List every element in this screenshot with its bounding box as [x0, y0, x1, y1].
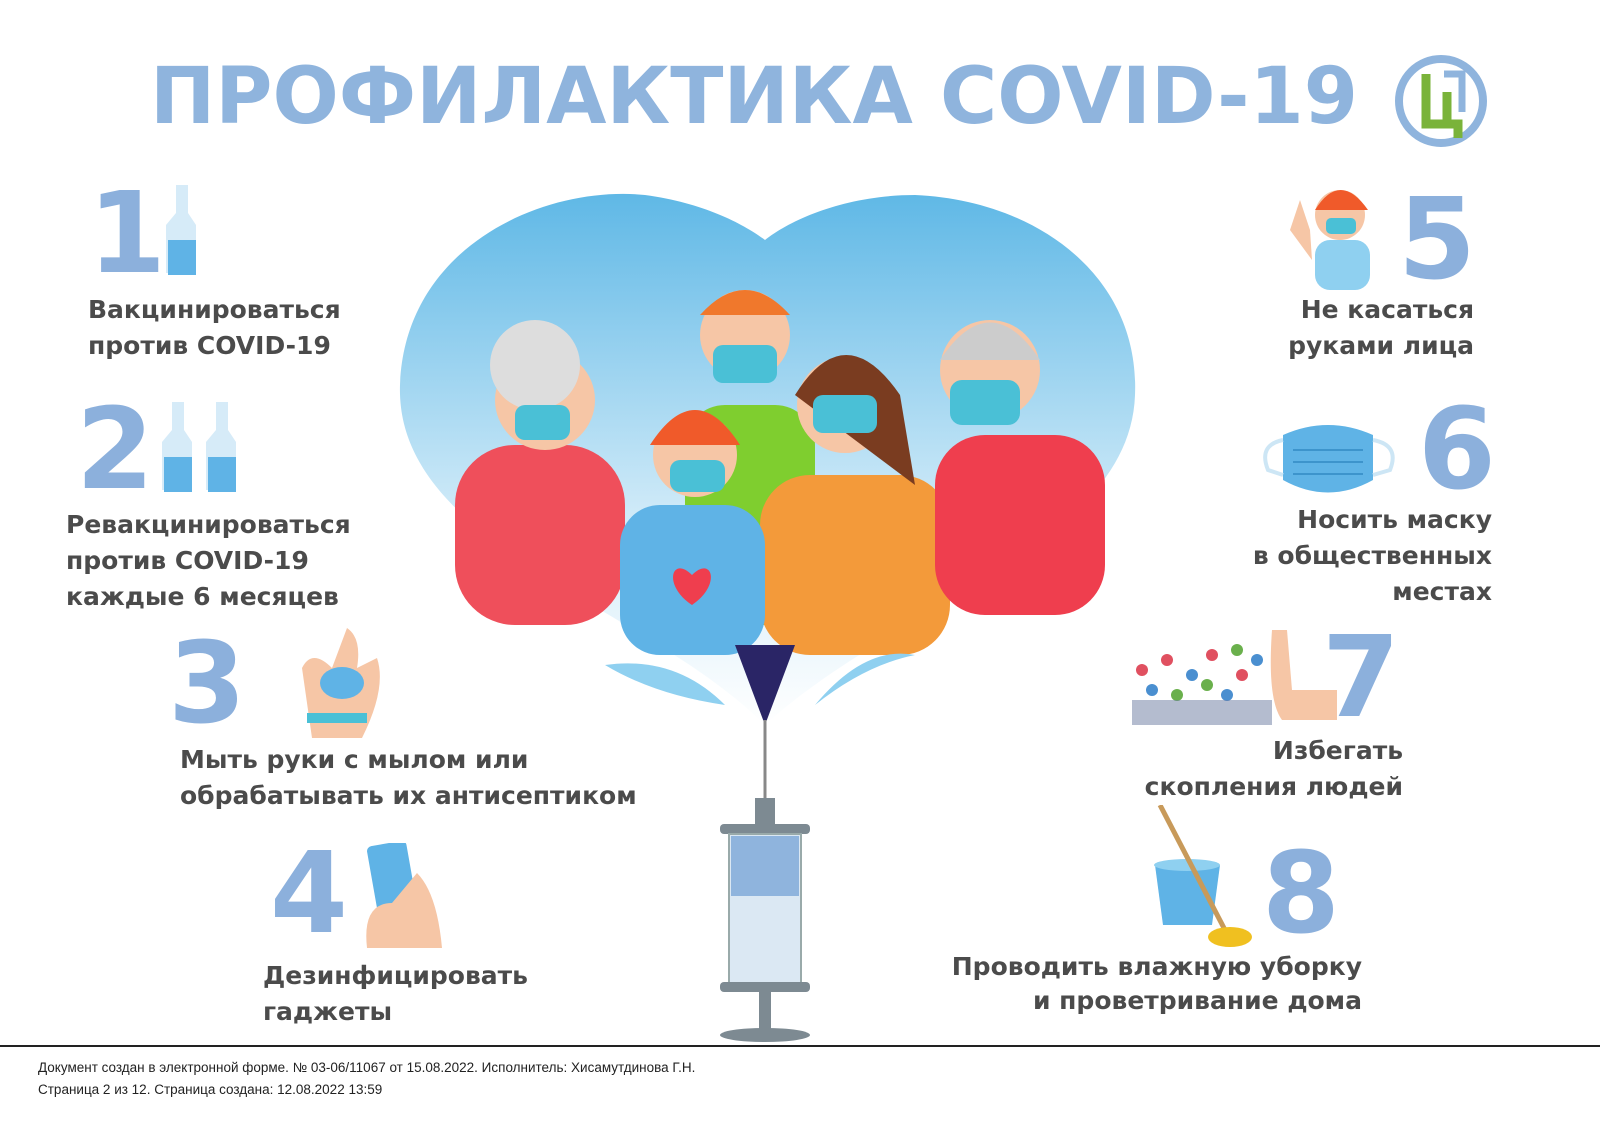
step-7-number: 7 [1322, 613, 1400, 743]
step-2-text: Ревакцинироваться против COVID-19 каждые 6… [66, 510, 351, 611]
step-6-text: Носить маску в общественных местах [1252, 505, 1492, 606]
step-5-text: Не касаться руками лица [1288, 295, 1474, 360]
step-6-number: 6 [1418, 385, 1496, 515]
grandfather-figure [935, 435, 1105, 615]
step-8-text: Проводить влажную уборку и проветривание … [951, 952, 1362, 1015]
mother-figure [760, 475, 950, 655]
step-4-text: Дезинфицировать гаджеты [263, 961, 528, 1026]
step-2-number: 2 [76, 385, 154, 515]
syringe-icon [720, 720, 810, 1042]
step-1-text: Вакцинироваться против COVID-19 [88, 295, 341, 360]
vaccine-vial-icon [166, 185, 196, 275]
logo-icon [1395, 55, 1487, 147]
step-3-number: 3 [168, 619, 246, 749]
bucket-mop-icon [1154, 805, 1252, 947]
footer-document-info: Документ создан в электронной форме. № 0… [38, 1060, 696, 1075]
hand-washing-icon [302, 628, 380, 738]
crowd-stop-icon [1132, 630, 1337, 725]
step-5-number: 5 [1398, 175, 1476, 305]
girl-touching-face-icon [1290, 190, 1370, 290]
step-8-number: 8 [1262, 829, 1340, 959]
family-heart-illustration [399, 193, 1136, 725]
step-7-text: Избегать скопления людей [1144, 736, 1403, 801]
step-1-number: 1 [88, 169, 166, 299]
step-4-number: 4 [270, 829, 348, 959]
footer-divider [0, 1045, 1600, 1047]
two-vials-icon [162, 402, 236, 492]
grandmother-figure [455, 445, 625, 625]
footer-page-info: Страница 2 из 12. Страница создана: 12.0… [38, 1082, 383, 1097]
smartphone-hand-icon [366, 843, 442, 948]
step-3-text: Мыть руки с мылом или обрабатывать их ант… [180, 745, 637, 810]
page-title: ПРОФИЛАКТИКА COVID-19 [150, 52, 1359, 142]
face-mask-icon [1263, 425, 1395, 493]
